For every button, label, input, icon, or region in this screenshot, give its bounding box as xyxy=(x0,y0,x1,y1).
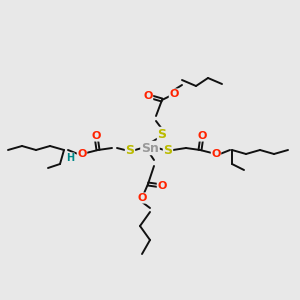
Text: S: S xyxy=(158,128,166,140)
Text: O: O xyxy=(77,149,87,159)
Text: S: S xyxy=(125,143,134,157)
Text: O: O xyxy=(157,181,167,191)
Text: O: O xyxy=(91,131,101,141)
Text: H: H xyxy=(66,153,74,163)
Text: O: O xyxy=(211,149,221,159)
Text: Sn: Sn xyxy=(141,142,159,154)
Text: S: S xyxy=(158,128,166,140)
Text: O: O xyxy=(143,91,153,101)
Text: O: O xyxy=(137,193,147,203)
Text: S: S xyxy=(125,143,134,157)
Text: Sn: Sn xyxy=(141,142,159,154)
Text: S: S xyxy=(164,143,172,157)
Text: O: O xyxy=(197,131,207,141)
Text: S: S xyxy=(164,143,172,157)
Text: O: O xyxy=(169,89,179,99)
